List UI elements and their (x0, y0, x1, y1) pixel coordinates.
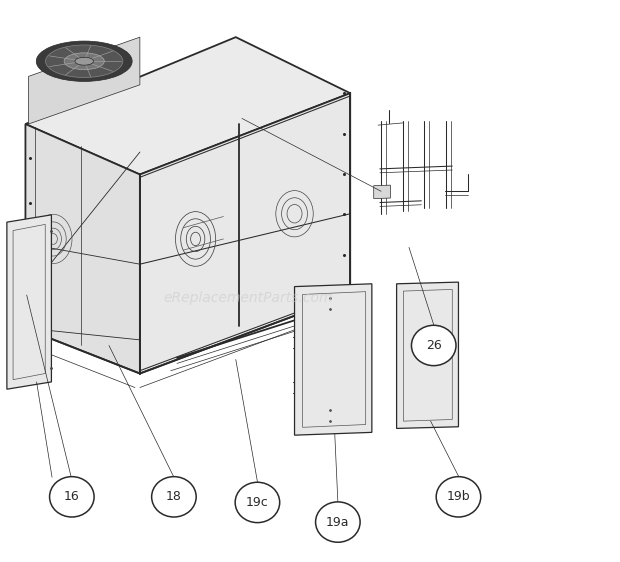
Ellipse shape (75, 57, 94, 65)
Text: 19a: 19a (326, 515, 350, 529)
Polygon shape (404, 289, 452, 421)
Circle shape (316, 502, 360, 542)
Text: 19c: 19c (246, 496, 269, 509)
Polygon shape (29, 37, 140, 124)
Polygon shape (374, 185, 391, 198)
Polygon shape (13, 224, 45, 380)
Polygon shape (140, 93, 350, 374)
Text: 18: 18 (166, 490, 182, 504)
Text: 26: 26 (426, 339, 441, 352)
Polygon shape (397, 282, 458, 428)
Circle shape (412, 325, 456, 366)
Ellipse shape (36, 41, 132, 81)
Circle shape (50, 477, 94, 517)
Polygon shape (294, 284, 372, 435)
Polygon shape (303, 292, 366, 427)
Polygon shape (25, 37, 350, 174)
Circle shape (235, 482, 280, 523)
Text: eReplacementParts.com: eReplacementParts.com (164, 291, 333, 305)
Text: 19b: 19b (446, 490, 471, 504)
Polygon shape (7, 215, 51, 389)
Polygon shape (25, 124, 140, 374)
Circle shape (436, 477, 480, 517)
Ellipse shape (45, 45, 123, 78)
Text: 16: 16 (64, 490, 80, 504)
Ellipse shape (64, 53, 104, 70)
Circle shape (152, 477, 196, 517)
